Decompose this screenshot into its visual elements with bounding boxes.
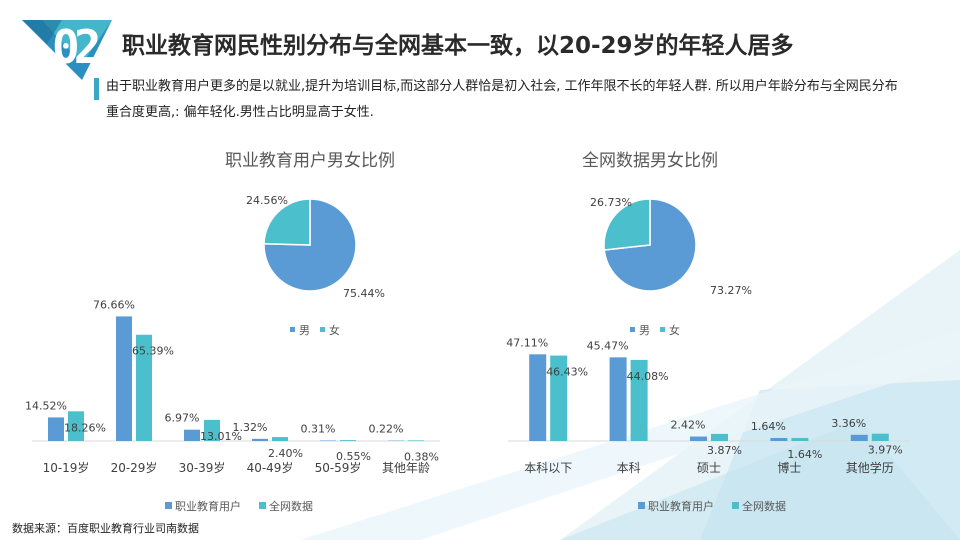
bar-value-label: 47.11% bbox=[506, 336, 548, 349]
bar-vocational-4 bbox=[770, 437, 788, 441]
accent-bar bbox=[94, 78, 99, 100]
x-tick-label: 50-59岁 bbox=[315, 460, 362, 475]
bar-value-label: 13.01% bbox=[200, 430, 242, 443]
legend-swatch-male bbox=[630, 327, 635, 332]
data-source-note: 数据来源：百度职业教育行业司南数据 bbox=[12, 522, 199, 535]
legend-label-all-net: 全网数据 bbox=[742, 499, 786, 513]
bar-vocational-3 bbox=[690, 436, 707, 441]
legend-swatch-all-net bbox=[732, 502, 739, 509]
bar-all-net-5 bbox=[871, 433, 889, 441]
bar-value-label: 0.55% bbox=[336, 450, 371, 463]
legend-label-female: 女 bbox=[329, 323, 340, 337]
bar-vocational-2 bbox=[116, 316, 132, 441]
bar-all-net-5 bbox=[340, 440, 356, 441]
legend-label-vocational: 职业教育用户 bbox=[648, 499, 714, 513]
bar-all-net-3 bbox=[204, 419, 220, 441]
bar-value-label: 3.97% bbox=[868, 444, 903, 457]
x-tick-label: 10-19岁 bbox=[43, 460, 90, 475]
pie-slice-female bbox=[263, 198, 311, 246]
x-tick-label: 博士 bbox=[777, 460, 801, 475]
pie-chart-title-2: 全网数据男女比例 bbox=[582, 151, 718, 171]
legend-swatch-female bbox=[320, 327, 325, 332]
pie-value-label-male: 75.44% bbox=[343, 287, 385, 300]
bar-value-label: 3.36% bbox=[831, 417, 866, 430]
bar-all-net-2 bbox=[630, 359, 648, 441]
x-tick-label: 硕士 bbox=[697, 461, 721, 475]
legend-swatch-vocational bbox=[638, 502, 645, 509]
bar-all-net-1 bbox=[550, 355, 568, 441]
pie-value-label-male: 73.27% bbox=[710, 284, 752, 297]
x-tick-label: 20-29岁 bbox=[111, 460, 158, 475]
legend-swatch-all-net bbox=[259, 502, 266, 509]
bar-value-label: 18.26% bbox=[64, 421, 106, 434]
legend-label-vocational: 职业教育用户 bbox=[175, 499, 241, 513]
x-tick-label: 其他学历 bbox=[846, 460, 894, 475]
bar-vocational-5 bbox=[850, 434, 868, 441]
bar-value-label: 1.32% bbox=[233, 421, 268, 434]
bar-all-net-4 bbox=[272, 437, 288, 441]
bar-vocational-2 bbox=[609, 357, 627, 441]
page-title: 职业教育网民性别分布与全网基本一致，以20-29岁的年轻人居多 bbox=[122, 33, 794, 59]
bar-all-net-4 bbox=[791, 437, 809, 441]
pie-value-label-female: 26.73% bbox=[590, 196, 632, 209]
legend-label-male: 男 bbox=[299, 324, 310, 337]
bar-value-label: 14.52% bbox=[25, 399, 67, 412]
bar-value-label: 2.40% bbox=[268, 447, 303, 460]
legend-swatch-male bbox=[290, 327, 295, 332]
bar-all-net-2 bbox=[136, 334, 152, 441]
pie-slice-female bbox=[603, 198, 651, 251]
bar-vocational-1 bbox=[529, 354, 547, 441]
bar-value-label: 0.22% bbox=[369, 423, 404, 436]
pie-chart-title-1: 职业教育用户男女比例 bbox=[225, 151, 395, 171]
pie-value-label-female: 24.56% bbox=[246, 194, 288, 207]
bar-value-label: 0.38% bbox=[404, 450, 439, 463]
bar-value-label: 0.31% bbox=[301, 422, 336, 435]
header-badge-shape bbox=[22, 20, 112, 80]
bar-value-label: 45.47% bbox=[587, 339, 629, 352]
section-number: 02 bbox=[52, 20, 101, 74]
bar-value-label: 1.64% bbox=[751, 420, 786, 433]
bar-value-label: 2.42% bbox=[671, 419, 706, 432]
bar-value-label: 46.43% bbox=[546, 366, 588, 379]
x-tick-label: 40-49岁 bbox=[247, 460, 294, 475]
x-tick-label: 其他年龄 bbox=[382, 461, 430, 475]
bar-value-label: 3.87% bbox=[707, 444, 742, 457]
bar-vocational-1 bbox=[48, 417, 64, 441]
bar-value-label: 76.66% bbox=[93, 298, 135, 311]
legend-swatch-female bbox=[660, 327, 665, 332]
legend-label-male: 男 bbox=[639, 324, 650, 337]
bar-vocational-3 bbox=[184, 429, 200, 441]
bar-value-label: 1.64% bbox=[787, 448, 822, 461]
x-tick-label: 30-39岁 bbox=[179, 460, 226, 475]
legend-label-female: 女 bbox=[669, 323, 680, 337]
legend-swatch-vocational bbox=[165, 502, 172, 509]
x-tick-label: 本科 bbox=[617, 461, 641, 475]
bar-value-label: 65.39% bbox=[132, 345, 174, 358]
bar-vocational-5 bbox=[320, 440, 336, 441]
bar-value-label: 44.08% bbox=[627, 370, 669, 383]
bar-all-net-6 bbox=[408, 440, 424, 441]
bar-value-label: 6.97% bbox=[165, 412, 200, 425]
legend-label-all-net: 全网数据 bbox=[269, 499, 313, 513]
bar-all-net-1 bbox=[68, 411, 84, 441]
bar-vocational-4 bbox=[252, 438, 268, 441]
description-text: 由于职业教育用户更多的是以就业,提升为培训目标,而这部分人群恰是初入社会, 工作… bbox=[106, 79, 898, 120]
bar-all-net-3 bbox=[711, 433, 728, 441]
x-tick-label: 本科以下 bbox=[524, 461, 572, 475]
